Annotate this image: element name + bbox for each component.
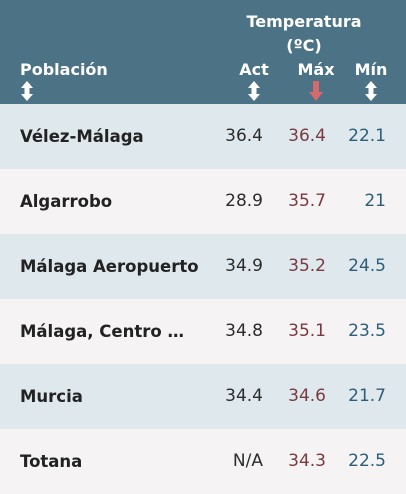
temperature-group-unit: (ºC) bbox=[286, 36, 322, 55]
max-temp: 36.4 bbox=[288, 126, 326, 146]
sort-both-icon[interactable] bbox=[364, 80, 378, 102]
max-temp: 35.2 bbox=[288, 256, 326, 276]
current-temp: 34.4 bbox=[225, 386, 263, 406]
column-header-poblacion[interactable]: Población bbox=[20, 60, 108, 102]
current-temp: 34.8 bbox=[225, 321, 263, 341]
column-label-min: Mín bbox=[354, 60, 388, 79]
min-temp: 22.5 bbox=[348, 451, 386, 471]
table-row[interactable]: Vélez-Málaga 36.4 36.4 22.1 bbox=[0, 104, 406, 169]
min-temp: 21 bbox=[364, 191, 386, 211]
column-label-poblacion: Población bbox=[20, 60, 108, 79]
sort-descending-icon[interactable] bbox=[309, 80, 323, 102]
table-row[interactable]: Málaga Aeropuerto 34.9 35.2 24.5 bbox=[0, 234, 406, 299]
table-row[interactable]: Murcia 34.4 34.6 21.7 bbox=[0, 364, 406, 429]
station-name[interactable]: Algarrobo bbox=[20, 192, 113, 211]
table-row[interactable]: Málaga, Centro Met… 34.8 35.1 23.5 bbox=[0, 299, 406, 364]
table-row[interactable]: Totana N/A 34.3 22.5 bbox=[0, 429, 406, 494]
min-temp: 21.7 bbox=[348, 386, 386, 406]
column-header-min[interactable]: Mín bbox=[350, 60, 392, 102]
column-header-act[interactable]: Act bbox=[232, 60, 276, 102]
current-temp: 36.4 bbox=[225, 126, 263, 146]
table-row[interactable]: Algarrobo 28.9 35.7 21 bbox=[0, 169, 406, 234]
temperature-group-title: Temperatura bbox=[246, 12, 362, 31]
station-name[interactable]: Murcia bbox=[20, 387, 83, 406]
column-header-max[interactable]: Máx bbox=[289, 60, 343, 102]
station-name[interactable]: Vélez-Málaga bbox=[20, 127, 144, 146]
sort-both-icon[interactable] bbox=[20, 80, 34, 102]
max-temp: 34.6 bbox=[288, 386, 326, 406]
temperature-group-header: Temperatura (ºC) bbox=[233, 10, 375, 58]
max-temp: 34.3 bbox=[288, 451, 326, 471]
station-name[interactable]: Totana bbox=[20, 452, 83, 471]
min-temp: 22.1 bbox=[348, 126, 386, 146]
current-temp: N/A bbox=[232, 451, 263, 471]
sort-both-icon[interactable] bbox=[247, 80, 261, 102]
max-temp: 35.1 bbox=[288, 321, 326, 341]
min-temp: 24.5 bbox=[348, 256, 386, 276]
table-header: Temperatura (ºC) Población Act Máx bbox=[0, 0, 406, 104]
current-temp: 28.9 bbox=[225, 191, 263, 211]
min-temp: 23.5 bbox=[348, 321, 386, 341]
column-label-act: Act bbox=[239, 60, 269, 79]
station-name[interactable]: Málaga, Centro Met… bbox=[20, 322, 200, 341]
station-name[interactable]: Málaga Aeropuerto bbox=[20, 257, 199, 276]
column-label-max: Máx bbox=[297, 60, 335, 79]
current-temp: 34.9 bbox=[225, 256, 263, 276]
max-temp: 35.7 bbox=[288, 191, 326, 211]
